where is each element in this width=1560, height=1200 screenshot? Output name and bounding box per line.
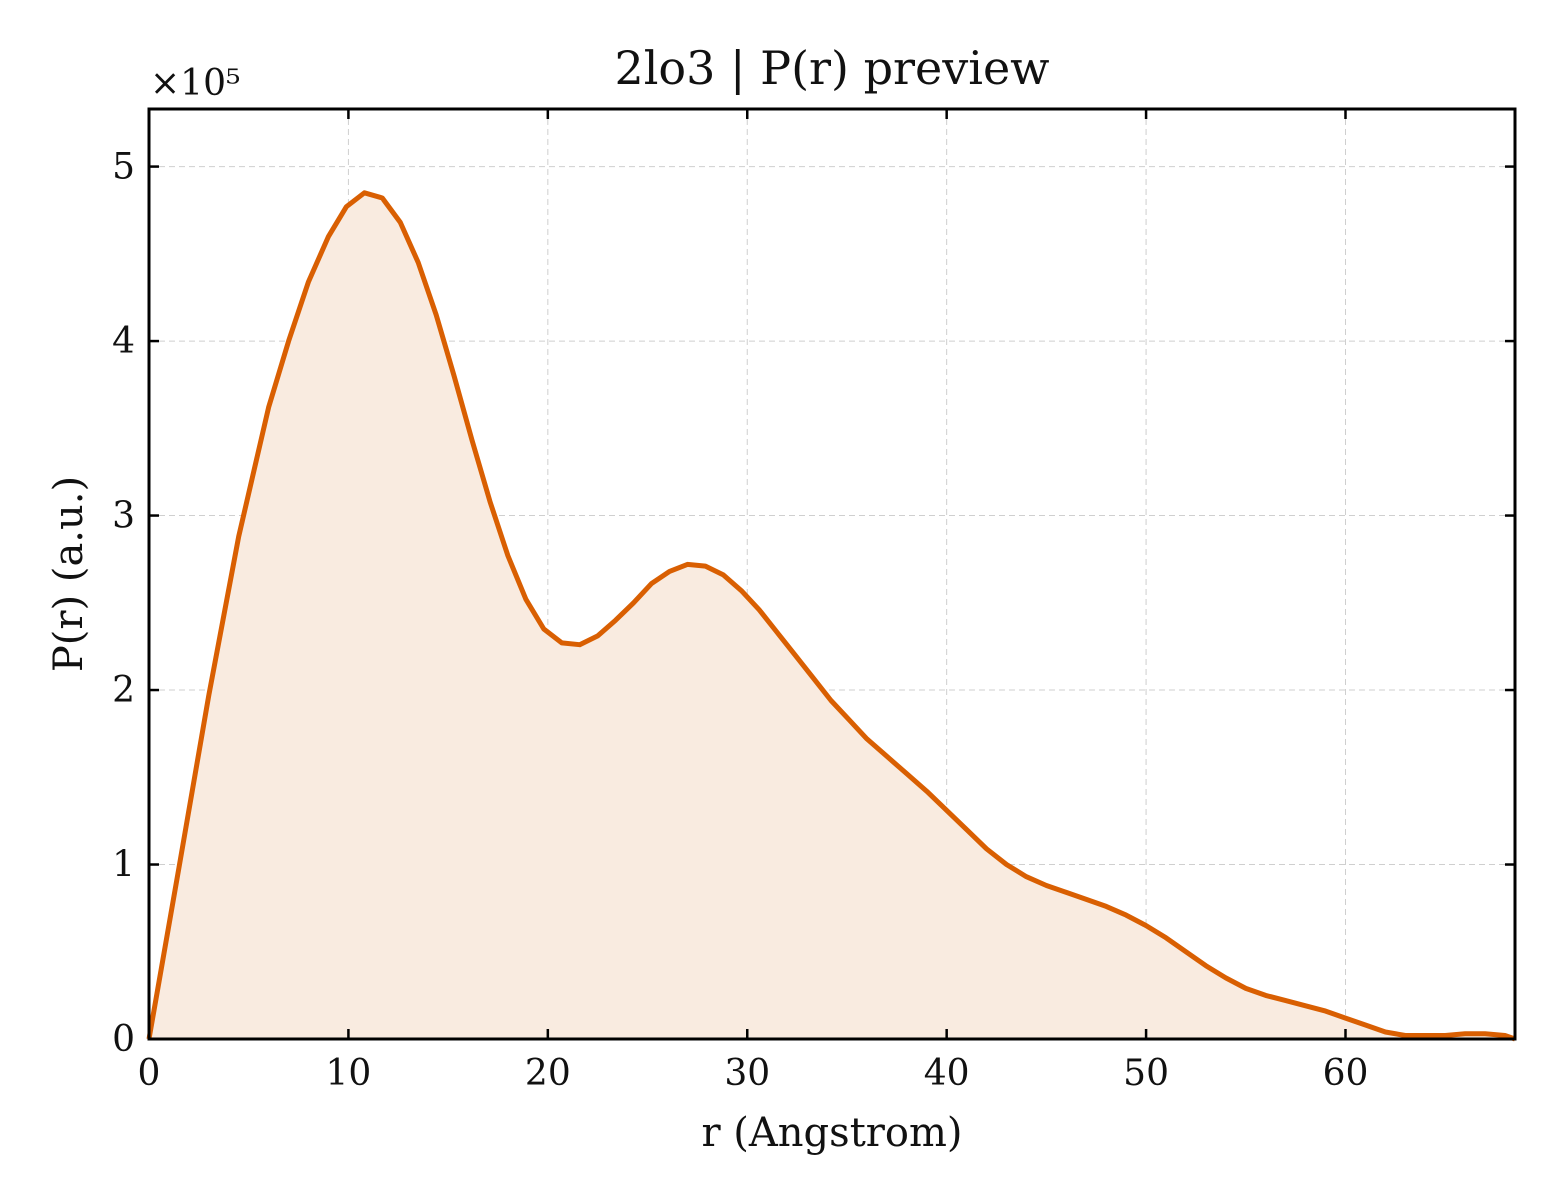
x-tick-label: 0 — [138, 1053, 161, 1094]
y-tick-label: 5 — [112, 147, 135, 188]
y-tick-label: 1 — [112, 845, 135, 886]
plot-frame — [147, 107, 1517, 1041]
ticks: 0 10 20 30 40 50 60 0 1 2 3 4 5 — [112, 109, 1515, 1094]
chart-title: 2lo3 | P(r) preview — [614, 41, 1049, 95]
pr-area-fill — [149, 192, 1515, 1040]
y-tick-label: 3 — [112, 496, 135, 537]
y-tick-label: 2 — [112, 670, 135, 711]
y-multiplier-label: ×10⁵ — [150, 63, 240, 104]
x-tick-label: 30 — [724, 1053, 770, 1094]
x-axis-label: r (Angstrom) — [701, 1110, 962, 1156]
y-tick-label: 4 — [112, 321, 135, 362]
data-layer — [146, 190, 1516, 1042]
x-tick-label: 50 — [1123, 1053, 1169, 1094]
x-tick-label: 40 — [924, 1053, 970, 1094]
x-tick-label: 60 — [1323, 1053, 1369, 1094]
pr-series-line — [146, 190, 1516, 1042]
y-tick-label: 0 — [112, 1019, 135, 1060]
x-tick-label: 20 — [525, 1053, 571, 1094]
x-tick-label: 10 — [326, 1053, 372, 1094]
y-axis-label: P(r) (a.u.) — [46, 476, 92, 672]
